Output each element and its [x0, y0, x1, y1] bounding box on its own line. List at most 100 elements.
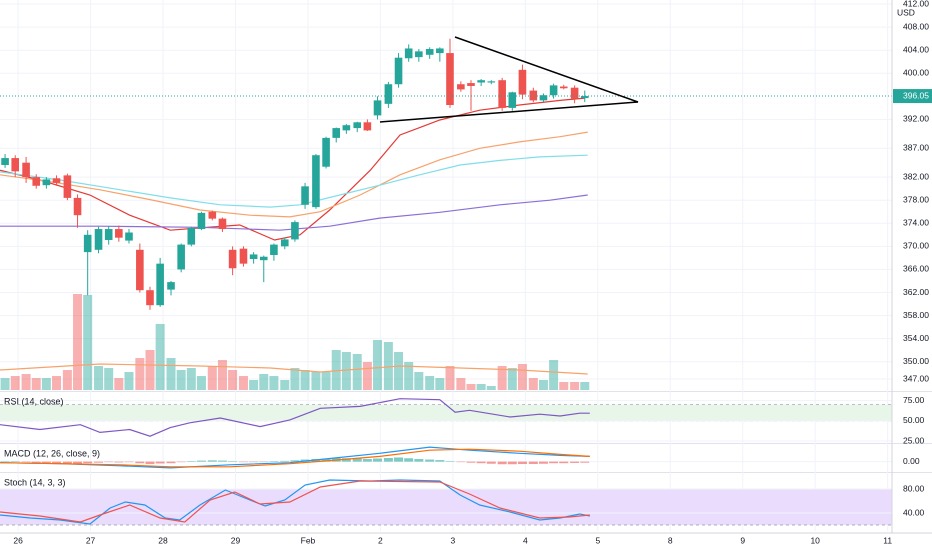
- candle-body: [415, 51, 423, 58]
- macd-histogram-bar: [83, 461, 93, 464]
- candle-body: [559, 86, 568, 89]
- macd-histogram-bar: [404, 458, 414, 462]
- volume-bar: [186, 368, 196, 390]
- candle-body: [436, 48, 444, 54]
- macd-histogram-bar: [549, 461, 559, 464]
- volume-bar: [486, 386, 496, 390]
- volume-bar: [83, 295, 93, 390]
- macd-histogram-bar: [238, 461, 248, 463]
- macd-histogram-bar: [155, 461, 165, 464]
- x-tick-label: 9: [740, 535, 745, 545]
- volume-bar: [73, 294, 83, 390]
- candle-body: [218, 218, 227, 230]
- candle-body: [477, 80, 485, 83]
- macd-histogram-bar: [373, 458, 383, 462]
- candle-body: [425, 49, 434, 55]
- series-line: [0, 398, 590, 437]
- candle-body: [280, 239, 289, 247]
- y-tick-label: 392.00: [903, 114, 929, 124]
- candle-body: [177, 244, 185, 270]
- macd-histogram-bar: [435, 460, 445, 462]
- macd-histogram-bar: [507, 461, 517, 465]
- candle-body: [353, 122, 362, 129]
- macd-histogram-bar: [10, 461, 20, 462]
- volume-bar: [507, 368, 517, 390]
- y-tick-label: 0.00: [903, 456, 920, 466]
- volume-bar: [280, 380, 290, 390]
- macd-histogram-bar: [249, 461, 259, 463]
- y-tick-label: 382.00: [903, 171, 929, 181]
- volume-bar: [238, 376, 248, 390]
- macd-histogram-bar: [0, 461, 10, 462]
- volume-bar: [517, 364, 527, 390]
- candle-body: [104, 229, 113, 240]
- volume-bar: [114, 378, 124, 390]
- candle-body: [394, 57, 403, 85]
- volume-bar: [124, 372, 134, 390]
- macd-histogram-bar: [166, 461, 176, 464]
- macd-histogram-bar: [41, 461, 51, 463]
- volume-bar: [476, 384, 486, 390]
- volume-bar: [104, 368, 114, 390]
- y-tick-label: 75.00: [903, 395, 925, 405]
- volume-bar: [300, 370, 310, 390]
- x-tick-label: 29: [231, 535, 241, 545]
- volume-bar: [414, 372, 424, 390]
- macd-histogram-bar: [52, 461, 62, 464]
- macd-histogram-bar: [517, 461, 527, 464]
- volume-bar: [394, 352, 404, 390]
- volume-bar: [425, 376, 435, 390]
- candle-body: [570, 87, 579, 99]
- candle-body: [498, 80, 506, 108]
- x-tick-label: 5: [595, 535, 600, 545]
- volume-bar: [362, 362, 372, 390]
- volume-bar: [331, 350, 341, 390]
- volume-bar: [352, 354, 362, 390]
- plot-area: RSI (14, close) MACD (12, 26, close, 9) St…: [0, 0, 932, 531]
- series-line: [0, 480, 590, 523]
- volume-bar: [321, 372, 331, 390]
- macd-histogram-bar: [570, 461, 580, 463]
- volume-bar: [31, 378, 41, 390]
- candle-body: [342, 125, 351, 131]
- candle-body: [467, 83, 475, 86]
- candle-body: [518, 69, 527, 95]
- macd-histogram-bar: [290, 460, 300, 462]
- volume-bar: [207, 366, 217, 390]
- candle-body: [249, 254, 258, 260]
- macd-histogram-bar: [528, 461, 538, 464]
- macd-histogram-bar: [196, 460, 206, 462]
- macd-histogram-bar: [176, 461, 186, 463]
- last-price-label: 396.05: [903, 90, 929, 100]
- x-tick-label: 10: [810, 535, 820, 545]
- candle-body: [239, 248, 248, 264]
- y-tick-label: 347.00: [903, 373, 929, 383]
- trendline-lower: [379, 101, 639, 123]
- x-tick-label: 27: [86, 535, 96, 545]
- macd-histogram-bar: [414, 459, 424, 462]
- volume-bar: [0, 378, 10, 390]
- x-tick-label: 4: [523, 535, 528, 545]
- volume-bar: [155, 324, 165, 390]
- y-tick-label: 50.00: [903, 415, 925, 425]
- macd-histogram-bar: [445, 461, 455, 462]
- y-tick-label: 80.00: [903, 483, 925, 493]
- x-tick-label: 2: [378, 535, 383, 545]
- y-tick-label: 354.00: [903, 333, 929, 343]
- y-tick-label: 387.00: [903, 143, 929, 153]
- volume-bar: [259, 374, 269, 390]
- volume-bar: [10, 376, 20, 390]
- candle-body: [508, 92, 517, 108]
- macd-histogram-bar: [73, 461, 83, 465]
- macd-histogram-bar: [124, 461, 134, 463]
- x-tick-label: 11: [883, 535, 892, 545]
- candle-body: [208, 211, 217, 219]
- y-tick-label: 358.00: [903, 310, 929, 320]
- x-tick-label: 28: [158, 535, 168, 545]
- candle-body: [363, 122, 372, 131]
- x-tick-label: Feb: [301, 535, 316, 545]
- volume-bar: [404, 362, 414, 390]
